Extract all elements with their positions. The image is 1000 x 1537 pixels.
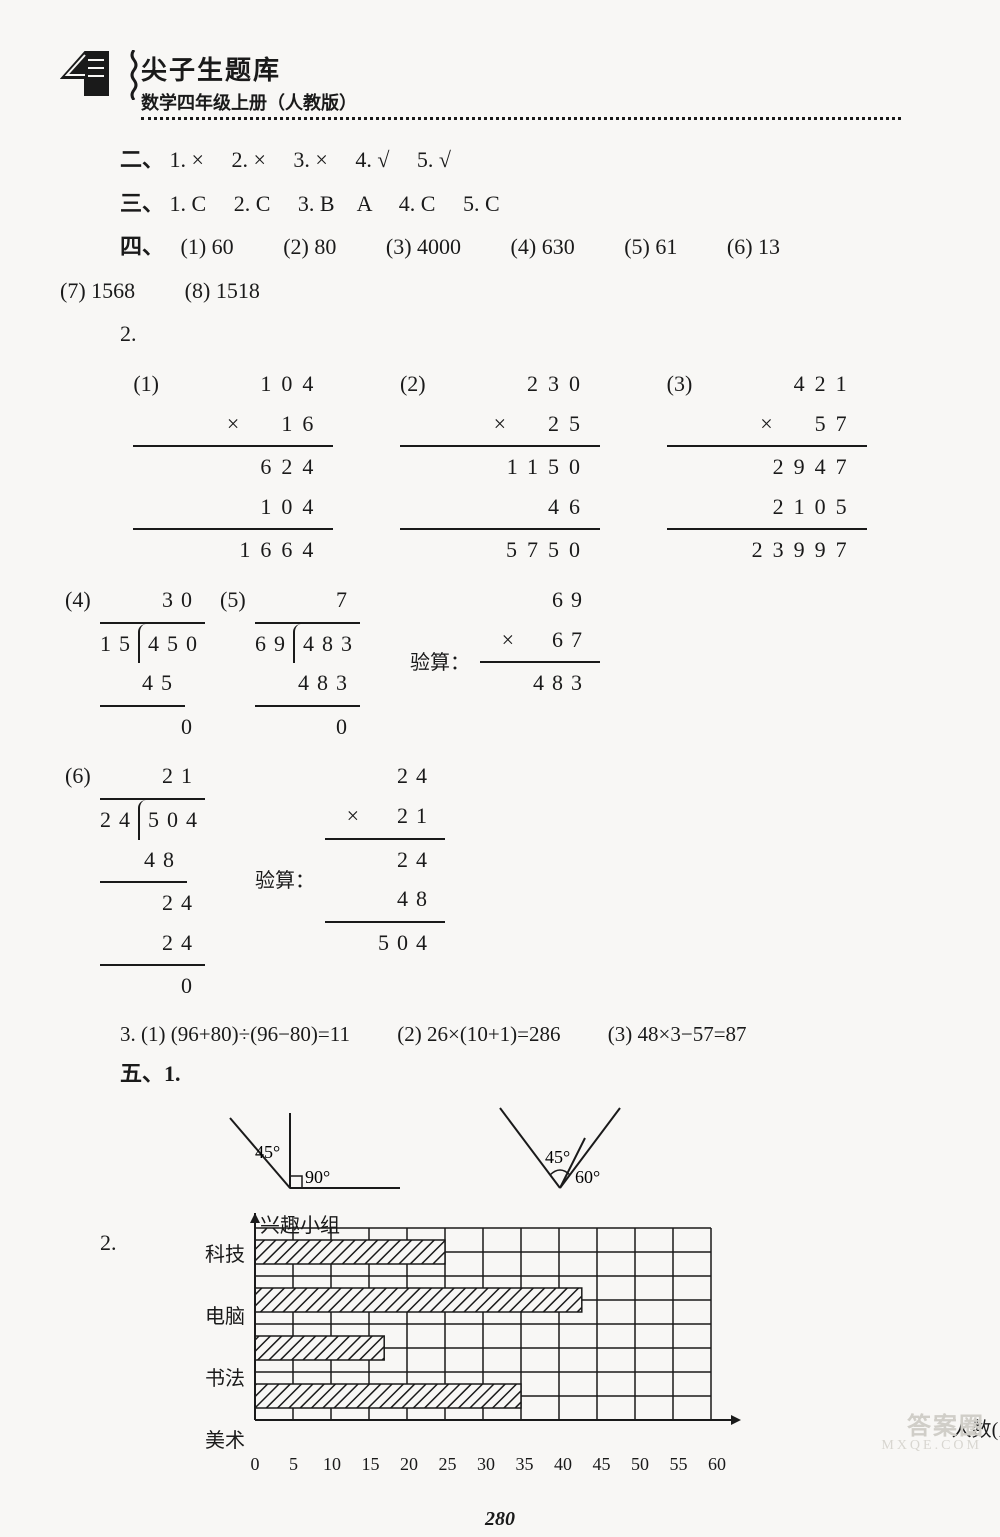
div-4: (4) 30 15450 45 0 (100, 580, 205, 746)
y-axis-label: 兴趣小组 (260, 1208, 340, 1244)
mult-3: (3) 421 × 57 2947 2105 23997 (667, 364, 867, 570)
mult-group: (1) 104 × 16 624 104 1664 (2) 230 × 25 1… (100, 364, 900, 570)
bar-chart-area: 2. 兴趣小组 人数(人) 科技 电脑 书法 美术 0 5 10 15 20 2… (200, 1213, 940, 1480)
s2-i0: 1. × (170, 147, 204, 172)
chart-q-label: 2. (100, 1223, 117, 1263)
s4-i5: (6) 13 (727, 234, 780, 259)
mult-2: (2) 230 × 25 1150 46 5750 (400, 364, 600, 570)
section-3: 三、 1. C 2. C 3. B A 4. C 5. C (120, 184, 940, 224)
s3-i1: 2. C (234, 191, 271, 216)
s2-i1: 2. × (231, 147, 265, 172)
s3-i4: 5. C (463, 191, 500, 216)
s4-i7: (8) 1518 (185, 278, 260, 303)
s3-i0: 1. C (170, 191, 207, 216)
s2-i2: 3. × (293, 147, 327, 172)
s4-i0: (1) 60 (181, 234, 234, 259)
watermark-main: 答案圈 (907, 1406, 985, 1441)
title-main: 尖子生题库 (141, 50, 901, 87)
div-6: (6) 21 24504 48 24 24 0 (100, 756, 205, 1006)
verify-5: 69 × 67 483 (480, 580, 600, 703)
section-2: 二、 1. × 2. × 3. × 4. √ 5. √ (120, 140, 940, 180)
y-ticks: 科技 电脑 书法 美术 (200, 1237, 245, 1459)
div-group-1: (4) 30 15450 45 0 (5) 7 69483 483 0 验算： … (100, 580, 900, 746)
verify-6: 24 × 21 24 48 504 (325, 756, 445, 962)
s4-i4: (5) 61 (624, 234, 677, 259)
section-4-row2: (7) 1568 (8) 1518 (60, 271, 940, 311)
angle-diagram-2: 45° 60° (490, 1103, 670, 1203)
page-header: 尖子生题库 数学四年级上册（人教版） (60, 50, 940, 120)
arrow-icon (60, 50, 120, 105)
x-ticks: 0 5 10 15 20 25 30 35 40 45 50 55 60 (242, 1448, 940, 1480)
mult-1: (1) 104 × 16 624 104 1664 (133, 364, 333, 570)
s4-i2: (3) 4000 (386, 234, 461, 259)
q3: 3. (1) (96+80)÷(96−80)=11 (2) 26×(10+1)=… (120, 1016, 940, 1054)
section-5-label: 五、1. (120, 1054, 940, 1094)
s4-i3: (4) 630 (511, 234, 575, 259)
angle2-a2: 60° (575, 1167, 600, 1187)
angle1-a2: 90° (305, 1167, 330, 1187)
section-2-label: 二、 (120, 147, 164, 172)
s3-i3: 4. C (399, 191, 436, 216)
angles-row: 45° 90° 45° 60° (200, 1103, 940, 1203)
section-4-label: 四、 (120, 234, 153, 259)
title-sub: 数学四年级上册（人教版） (141, 89, 901, 115)
content-body: 二、 1. × 2. × 3. × 4. √ 5. √ 三、 1. C 2. C… (60, 140, 940, 1537)
angle-diagram-1: 45° 90° (200, 1103, 410, 1203)
section-4-row1: 四、 (1) 60 (2) 80 (3) 4000 (4) 630 (5) 61… (120, 227, 940, 267)
watermark-sub: MXQE.COM (881, 1438, 982, 1454)
s4-i1: (2) 80 (283, 234, 336, 259)
page-number: 280 (60, 1501, 940, 1537)
wavy-divider-icon (130, 50, 138, 100)
section-3-label: 三、 (120, 191, 164, 216)
s2-i4: 5. √ (417, 147, 451, 172)
s2-i3: 4. √ (355, 147, 389, 172)
verify-label-2: 验算： (255, 863, 315, 899)
div-group-2: (6) 21 24504 48 24 24 0 验算： 24 × 21 24 4… (100, 756, 900, 1006)
s4-i6: (7) 1568 (60, 278, 135, 303)
q2-label: 2. (120, 314, 940, 354)
s3-i2: 3. B A (298, 191, 371, 216)
dotted-divider (141, 117, 901, 120)
verify-label-1: 验算： (410, 645, 470, 681)
bar-chart-svg (200, 1213, 760, 1448)
angle1-a1: 45° (255, 1142, 280, 1162)
angle2-a1: 45° (545, 1147, 570, 1167)
div-5: (5) 7 69483 483 0 (255, 580, 360, 746)
